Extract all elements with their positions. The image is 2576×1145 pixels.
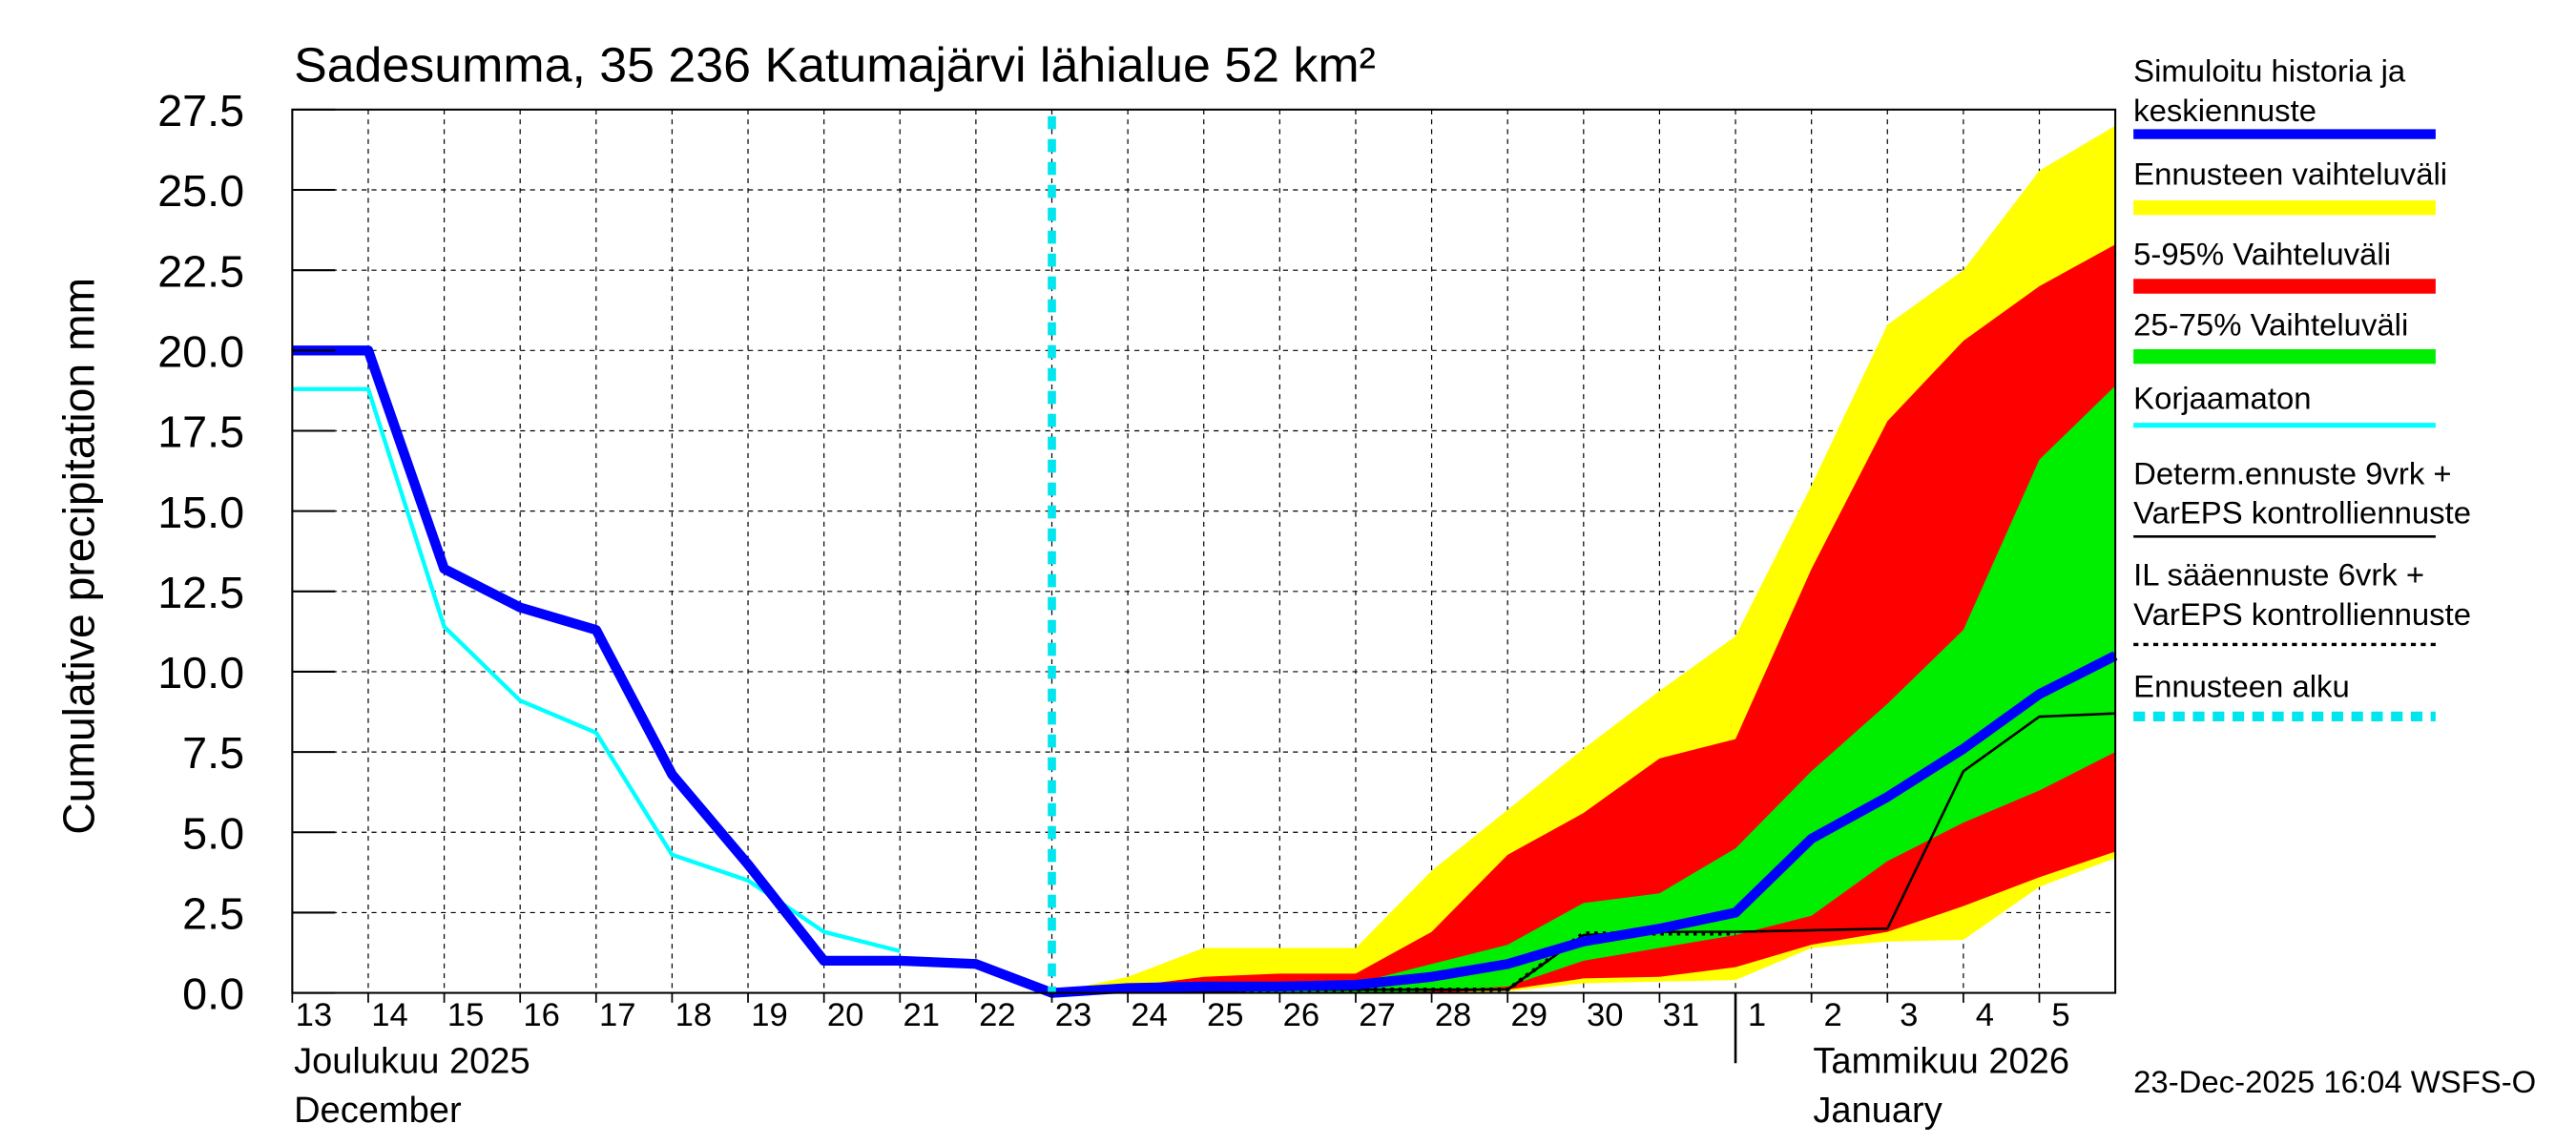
y-tick-label: 2.5 bbox=[182, 889, 244, 939]
month-label-jan-en: January bbox=[1813, 1091, 1942, 1131]
x-tick-label: 30 bbox=[1587, 997, 1623, 1033]
legend-label: Ennusteen vaihteluväli bbox=[2133, 156, 2447, 192]
x-tick-label: 4 bbox=[1976, 997, 1994, 1033]
series-line-0 bbox=[292, 386, 901, 953]
x-tick-label: 5 bbox=[2051, 997, 2069, 1033]
legend-label: Simuloitu historia ja bbox=[2133, 53, 2406, 89]
x-tick-label: 23 bbox=[1055, 997, 1091, 1033]
y-tick-label: 10.0 bbox=[157, 648, 244, 697]
grid bbox=[292, 109, 2116, 993]
y-tick-label: 7.5 bbox=[182, 728, 244, 778]
x-tick-label: 29 bbox=[1510, 997, 1547, 1033]
legend-label: keskiennuste bbox=[2133, 93, 2316, 128]
band-2 bbox=[1051, 385, 2116, 993]
series-line-3 bbox=[292, 345, 2118, 998]
legend-label: IL sääennuste 6vrk + bbox=[2133, 557, 2424, 593]
month-label-jan-fi: Tammikuu 2026 bbox=[1813, 1042, 2069, 1082]
x-tick-label: 21 bbox=[904, 997, 940, 1033]
y-tick-label: 12.5 bbox=[157, 568, 244, 617]
chart-title: Sadesumma, 35 236 Katumajärvi lähialue 5… bbox=[294, 37, 1376, 93]
x-tick-label: 15 bbox=[447, 997, 484, 1033]
x-tick-label: 31 bbox=[1663, 997, 1699, 1033]
month-label-dec-en: December bbox=[294, 1091, 462, 1131]
y-tick-label: 17.5 bbox=[157, 407, 244, 457]
x-tick-label: 13 bbox=[296, 997, 332, 1033]
x-ticks: 13 14 15 16 17 18 19 20 21 22 23 24 25 26 27 28 29 30 31 1 2… bbox=[291, 992, 2070, 1033]
timestamp: 23-Dec-2025 16:04 WSFS-O bbox=[2133, 1064, 2536, 1099]
y-tick-label: 20.0 bbox=[157, 327, 244, 377]
x-tick-label: 18 bbox=[675, 997, 712, 1033]
y-tick-label: 22.5 bbox=[157, 247, 244, 297]
x-tick-label: 17 bbox=[599, 997, 635, 1033]
legend-label: 5-95% Vaihteluväli bbox=[2133, 237, 2391, 272]
bands bbox=[1051, 125, 2116, 993]
x-tick-label: 26 bbox=[1283, 997, 1319, 1033]
legend-label: Korjaamaton bbox=[2133, 381, 2311, 416]
legend: Simuloitu historia ja keskiennuste Ennuste… bbox=[2133, 53, 2471, 721]
y-tick-label: 15.0 bbox=[157, 488, 244, 537]
x-tick-label: 14 bbox=[371, 997, 407, 1033]
y-axis-label: Cumulative precipitation mm bbox=[53, 278, 103, 835]
x-tick-label: 20 bbox=[827, 997, 863, 1033]
legend-label: VarEPS kontrolliennuste bbox=[2133, 596, 2471, 632]
series-lines bbox=[292, 345, 2118, 998]
month-label-dec-fi: Joulukuu 2025 bbox=[294, 1042, 530, 1082]
legend-label: VarEPS kontrolliennuste bbox=[2133, 495, 2471, 531]
x-tick-label: 25 bbox=[1207, 997, 1243, 1033]
legend-label: Determ.ennuste 9vrk + bbox=[2133, 456, 2451, 491]
x-tick-label: 3 bbox=[1900, 997, 1918, 1033]
legend-label: Ennusteen alku bbox=[2133, 668, 2350, 703]
x-tick-label: 1 bbox=[1748, 997, 1766, 1033]
x-tick-label: 27 bbox=[1359, 997, 1395, 1033]
legend-label: 25-75% Vaihteluväli bbox=[2133, 307, 2408, 343]
x-tick-label: 24 bbox=[1131, 997, 1167, 1033]
y-tick-label: 0.0 bbox=[182, 969, 244, 1019]
x-tick-label: 22 bbox=[979, 997, 1015, 1033]
x-tick-label: 2 bbox=[1824, 997, 1842, 1033]
x-tick-label: 19 bbox=[751, 997, 787, 1033]
y-ticks: 0.0 2.5 5.0 7.5 10.0 12.5 15.0 17.5 20.0 22.5 25.0… bbox=[157, 86, 336, 1019]
x-tick-label: 28 bbox=[1435, 997, 1471, 1033]
y-tick-label: 25.0 bbox=[157, 166, 244, 216]
y-tick-label: 27.5 bbox=[157, 86, 244, 135]
y-tick-label: 5.0 bbox=[182, 809, 244, 859]
x-tick-label: 16 bbox=[523, 997, 559, 1033]
